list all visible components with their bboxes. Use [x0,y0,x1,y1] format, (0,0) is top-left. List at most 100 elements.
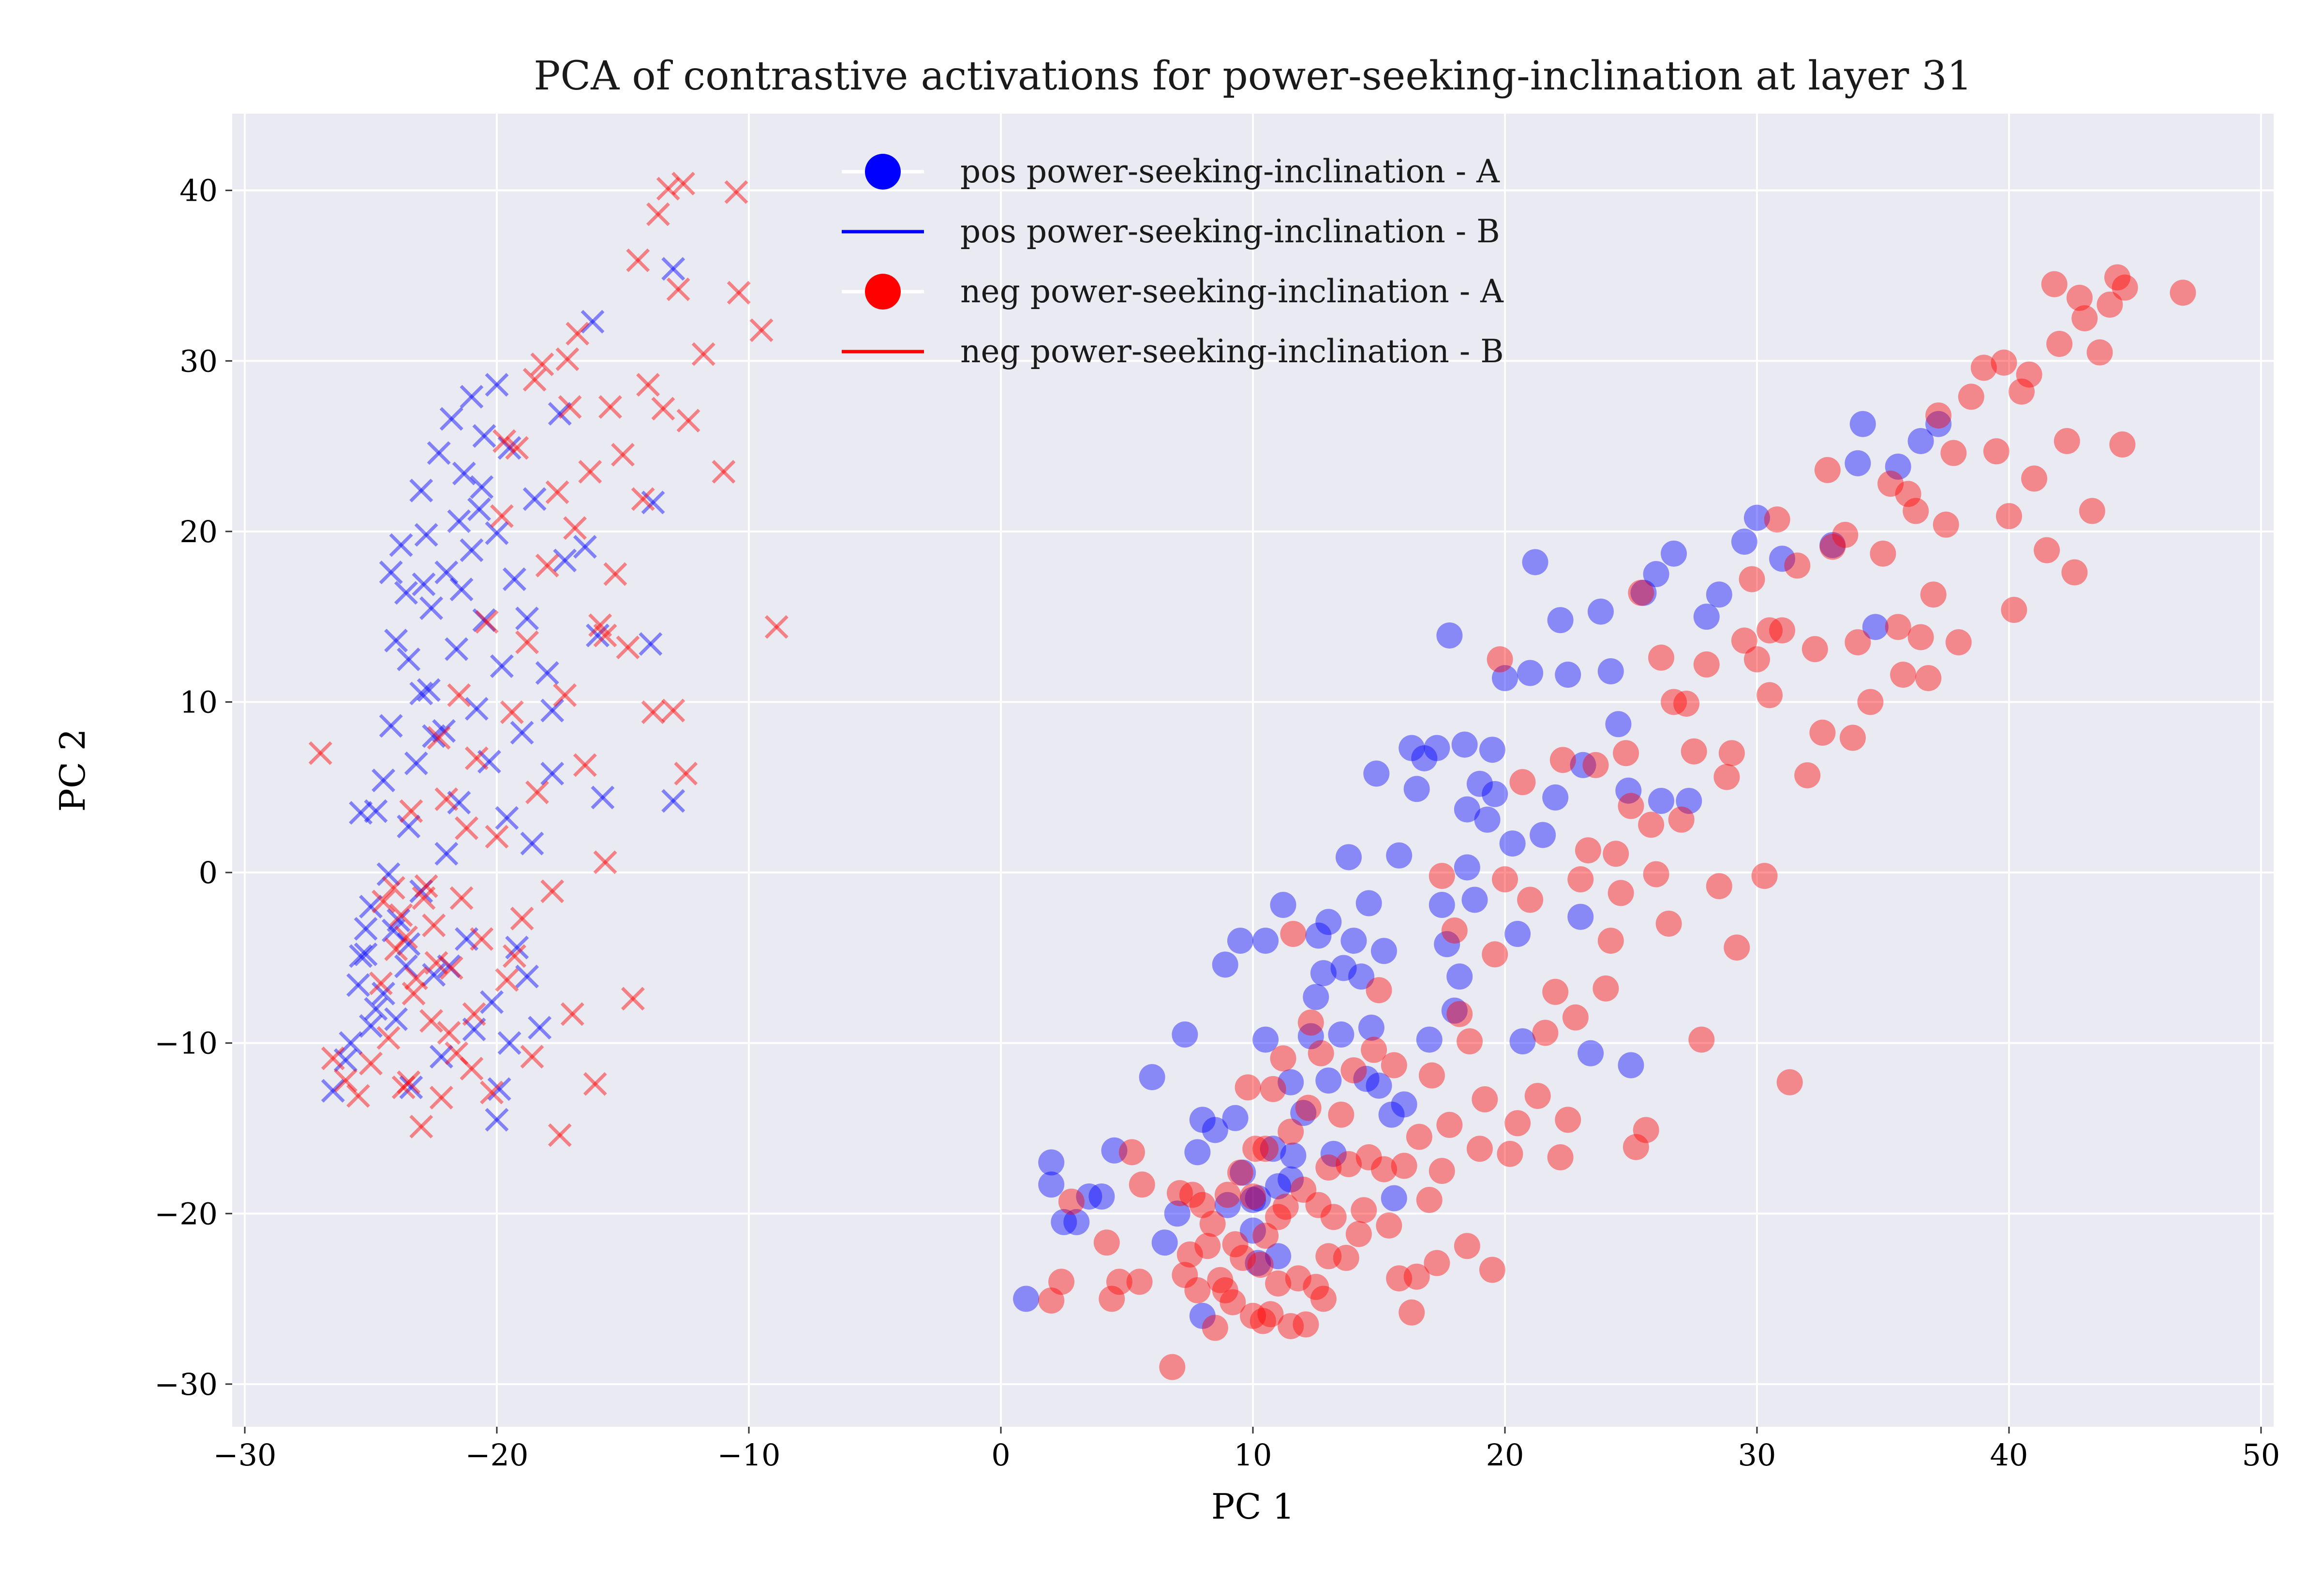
x-marker-stroke [480,1080,504,1105]
data-point [409,681,433,706]
x-marker-stroke [460,538,484,562]
x-marker-stroke [656,177,680,201]
x-marker-stroke [346,973,370,997]
data-point [1391,1153,1417,1179]
data-point [1958,384,1984,410]
x-marker-stroke [354,916,378,941]
data-point [490,654,514,678]
data-point [1479,1256,1505,1283]
data-point [485,521,509,545]
data-point [381,876,405,900]
x-marker-stroke [691,342,715,366]
x-tick-label: 40 [1990,1437,2028,1473]
data-point [1345,1221,1372,1247]
data-point [389,533,413,557]
data-point [1315,909,1342,935]
x-marker-stroke [460,1057,484,1081]
x-marker-stroke [384,937,408,961]
data-point [1270,1045,1296,1072]
x-marker-stroke [593,623,617,648]
data-point [397,814,421,839]
x-marker-stroke [472,424,496,448]
data-point [372,889,396,914]
x-marker-stroke [409,1114,433,1138]
x-marker-stroke [455,927,478,951]
x-marker-stroke [397,814,421,839]
x-marker-stroke [439,956,463,980]
data-point [1416,1026,1443,1053]
data-point [1436,622,1463,649]
grid-lines [232,114,2274,1427]
x-marker-stroke [381,918,405,943]
x-marker-stroke [674,762,698,786]
data-point [321,1046,345,1070]
data-point [1472,1086,1498,1113]
x-tick-label: 0 [991,1437,1010,1473]
x-marker-stroke [464,697,489,721]
data-point [1794,762,1821,789]
data-point [593,623,617,648]
data-point [530,352,554,376]
x-marker-stroke [480,990,504,1014]
data-point [417,678,441,702]
data-point [1542,784,1569,811]
x-marker-stroke [495,806,519,830]
y-tick-label: −20 [154,1196,218,1231]
x-marker-stroke [404,751,428,775]
y-tick-label: 30 [179,343,218,379]
x-marker-stroke [492,429,517,453]
data-point [1151,1229,1178,1256]
data-point [321,1079,345,1103]
data-point [1416,1187,1443,1213]
x-marker-stroke [558,395,582,419]
x-marker-stroke [447,683,471,707]
x-marker-stroke [339,1031,363,1055]
data-point [1517,660,1544,686]
x-marker-stroke [397,1070,421,1094]
data-point [1693,651,1720,678]
x-marker-stroke [445,637,469,661]
x-marker-stroke [641,700,665,724]
x-marker-stroke [404,966,428,990]
x-marker-stroke [447,683,471,707]
x-marker-stroke [641,490,665,515]
data-point [1885,453,1911,480]
x-marker-stroke [339,1031,363,1055]
data-point [412,572,436,596]
data-point [535,553,559,577]
x-marker-stroke [585,623,610,648]
data-point [1995,503,2022,530]
data-point [2009,378,2035,405]
data-point [397,932,421,956]
x-marker-stroke [503,567,526,591]
x-marker-stroke [764,615,789,639]
data-point [1769,617,1796,644]
x-marker-stroke [422,913,446,937]
x-marker-stroke [434,842,459,866]
x-marker-stroke [422,963,446,987]
data-point [419,596,444,621]
x-marker-stroke [500,700,524,724]
data-point [432,719,456,743]
data-point [636,373,660,397]
x-marker-stroke [578,459,602,484]
data-point [1278,1313,1304,1339]
data-point [1605,711,1632,738]
data-point [1222,1231,1249,1257]
data-point [422,963,446,987]
data-point [1297,1009,1324,1036]
data-point [540,762,565,786]
data-point [580,310,605,334]
data-point [1260,1076,1286,1102]
x-marker-stroke [359,895,383,919]
x-marker-stroke [646,202,670,226]
data-point [583,1072,607,1096]
x-marker-stroke [470,927,494,951]
x-marker-stroke [434,842,459,866]
data-point [460,538,484,562]
data-point [1265,1243,1292,1270]
data-point [1099,1286,1125,1312]
x-marker-stroke [391,1075,416,1099]
legend-item: neg power-seeking-inclination - A [842,273,1504,310]
data-point [333,1048,357,1072]
